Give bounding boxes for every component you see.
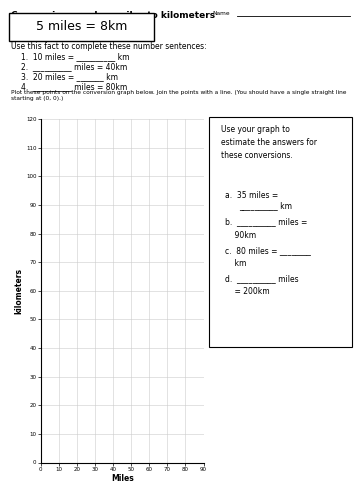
Text: 2.  __________ miles = 40km: 2. __________ miles = 40km [21, 62, 127, 71]
Text: 3.  20 miles = _______ km: 3. 20 miles = _______ km [21, 72, 118, 81]
FancyBboxPatch shape [209, 117, 352, 347]
Text: Name: Name [212, 11, 230, 16]
FancyBboxPatch shape [9, 13, 154, 41]
Y-axis label: kilometers: kilometers [14, 268, 23, 314]
Text: __________ km: __________ km [239, 202, 292, 210]
Text: d.  __________ miles
    = 200km: d. __________ miles = 200km [225, 274, 298, 296]
Text: 4.  __________ miles = 80km: 4. __________ miles = 80km [21, 82, 127, 91]
Text: Use your graph to
estimate the answers for
these conversions.: Use your graph to estimate the answers f… [221, 125, 317, 160]
Text: b.  __________ miles =
    90km: b. __________ miles = 90km [225, 218, 307, 240]
Text: 1.  10 miles = __________ km: 1. 10 miles = __________ km [21, 52, 130, 61]
X-axis label: Miles: Miles [111, 474, 133, 484]
Text: Conversion graphs – miles to kilometers: Conversion graphs – miles to kilometers [11, 11, 215, 20]
Text: c.  80 miles = ________
    km: c. 80 miles = ________ km [225, 246, 311, 268]
Text: 5 miles = 8km: 5 miles = 8km [36, 20, 127, 32]
Text: Use this fact to complete these number sentences:: Use this fact to complete these number s… [11, 42, 206, 51]
Text: Plot these points on the conversion graph below. Join the points with a line. (Y: Plot these points on the conversion grap… [11, 90, 346, 101]
Text: a.  35 miles =: a. 35 miles = [225, 191, 278, 200]
